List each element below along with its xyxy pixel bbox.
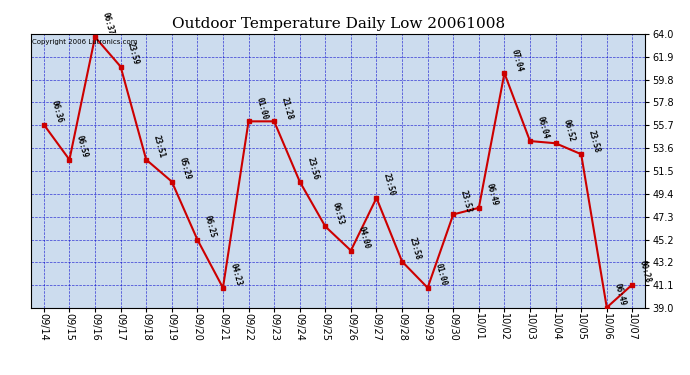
Title: Outdoor Temperature Daily Low 20061008: Outdoor Temperature Daily Low 20061008 bbox=[172, 17, 504, 31]
Text: 23:53: 23:53 bbox=[459, 189, 473, 214]
Text: 01:00: 01:00 bbox=[254, 96, 269, 121]
Text: 06:04: 06:04 bbox=[535, 116, 550, 140]
Text: 23:51: 23:51 bbox=[152, 134, 166, 159]
Text: 01:00: 01:00 bbox=[433, 262, 448, 287]
Text: 00:28: 00:28 bbox=[638, 259, 653, 284]
Text: 06:25: 06:25 bbox=[203, 214, 217, 239]
Text: 06:49: 06:49 bbox=[484, 182, 499, 207]
Text: 06:53: 06:53 bbox=[331, 201, 346, 226]
Text: 04:00: 04:00 bbox=[357, 225, 371, 250]
Text: 23:59: 23:59 bbox=[126, 41, 141, 66]
Text: 05:29: 05:29 bbox=[177, 156, 192, 181]
Text: 23:50: 23:50 bbox=[382, 172, 397, 197]
Text: 06:49: 06:49 bbox=[612, 282, 627, 307]
Text: 06:36: 06:36 bbox=[50, 99, 64, 124]
Text: 04:23: 04:23 bbox=[228, 262, 243, 287]
Text: 07:04: 07:04 bbox=[510, 48, 524, 72]
Text: 06:59: 06:59 bbox=[75, 134, 90, 159]
Text: Copyright 2006 Lutronics.com: Copyright 2006 Lutronics.com bbox=[32, 39, 137, 45]
Text: 23:56: 23:56 bbox=[305, 156, 320, 181]
Text: 23:58: 23:58 bbox=[408, 236, 422, 261]
Text: 21:28: 21:28 bbox=[279, 96, 295, 121]
Text: 06:37: 06:37 bbox=[101, 12, 115, 36]
Text: 06:52: 06:52 bbox=[561, 118, 576, 142]
Text: 23:58: 23:58 bbox=[586, 129, 602, 153]
